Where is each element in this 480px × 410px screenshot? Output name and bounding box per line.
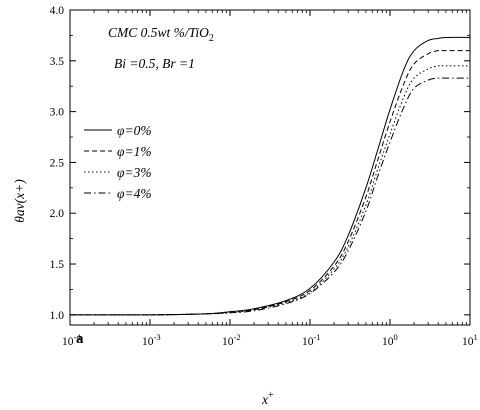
series-line-2 bbox=[69, 49, 470, 316]
x-axis: 10-4 10-3 10-2 10-1 100 101 bbox=[62, 10, 478, 348]
x-tick-label: 10-1 bbox=[302, 332, 321, 348]
y-tick-label: 3.5 bbox=[50, 56, 65, 68]
plot-frame bbox=[69, 9, 471, 326]
y-tick-label: 2.5 bbox=[50, 157, 65, 169]
legend-label: φ=4% bbox=[117, 186, 152, 201]
annotation-line-1: CMC 0.5wt %/TiO2 bbox=[108, 25, 214, 44]
legend-label: φ=0% bbox=[117, 123, 152, 138]
y-tick-label: 2.0 bbox=[50, 208, 65, 220]
y-tick-label: 4.0 bbox=[50, 5, 65, 17]
x-tick-label: 101 bbox=[462, 332, 478, 348]
x-axis-label: x+ bbox=[261, 390, 274, 407]
annotation-line-2: Bi =0.5, Br =1 bbox=[114, 56, 195, 71]
x-tick-label: 100 bbox=[382, 332, 398, 348]
y-axis-label: θav(x+) bbox=[12, 179, 27, 223]
y-tick-label: 3.0 bbox=[50, 107, 65, 119]
legend-label: φ=3% bbox=[117, 165, 152, 180]
x-tick-label: 10-3 bbox=[142, 332, 161, 348]
x-tick-label: 10-4 bbox=[62, 332, 81, 348]
svg-text:θav(x+): θav(x+) bbox=[12, 179, 27, 223]
y-tick-label: 1.0 bbox=[50, 310, 65, 322]
y-tick-label: 1.5 bbox=[50, 259, 65, 271]
series-layer bbox=[69, 36, 471, 316]
x-tick-label: 10-2 bbox=[222, 332, 241, 348]
legend: φ=0% φ=1% φ=3% φ=4% bbox=[84, 123, 152, 201]
y-axis: 1.0 1.5 2.0 2.5 3.0 3.5 4.0 bbox=[50, 5, 470, 322]
plot-area bbox=[69, 9, 471, 326]
legend-label: φ=1% bbox=[117, 144, 152, 159]
series-line-4 bbox=[69, 77, 470, 316]
panel-label: a bbox=[76, 331, 84, 347]
